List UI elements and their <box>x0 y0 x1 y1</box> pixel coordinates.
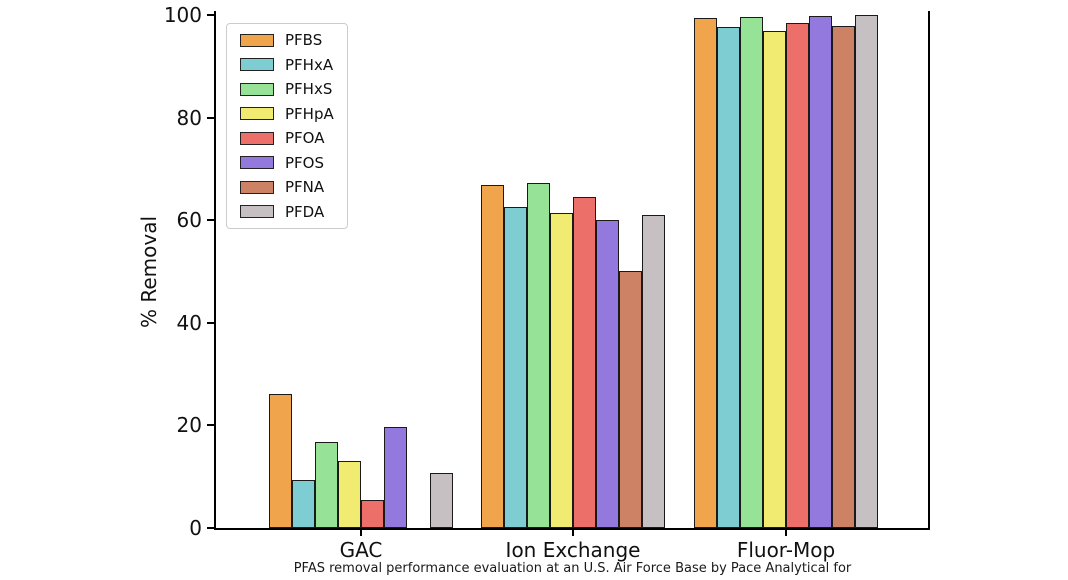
legend-swatch-PFHpA <box>240 107 274 121</box>
bar-PFDA-GAC <box>430 473 453 528</box>
bar-PFDA-Ion-Exchange <box>642 215 665 528</box>
legend-label-PFBS: PFBS <box>285 31 323 50</box>
bar-PFOA-GAC <box>361 500 384 528</box>
legend-label-PFHxS: PFHxS <box>285 80 333 99</box>
bar-PFHpA-Ion-Exchange <box>550 213 573 528</box>
legend-item-PFBS: PFBS <box>240 31 341 49</box>
x-tick-label-Ion-Exchange: Ion Exchange <box>505 538 641 562</box>
y-tick-label-0: 0 <box>189 516 202 540</box>
legend-swatch-PFNA <box>240 180 274 194</box>
legend-item-PFHxS: PFHxS <box>240 80 341 98</box>
y-tick-label-60: 60 <box>176 208 202 232</box>
legend-label-PFNA: PFNA <box>285 178 325 197</box>
legend-label-PFOA: PFOA <box>285 129 325 148</box>
x-tick-label-Fluor-Mop: Fluor-Mop <box>736 538 836 562</box>
legend-label-PFHpA: PFHpA <box>285 104 334 123</box>
legend-swatch-PFHxS <box>240 82 274 96</box>
legend-item-PFOS: PFOS <box>240 154 341 172</box>
bar-PFOA-Fluor-Mop <box>786 23 809 528</box>
bar-PFHpA-Fluor-Mop <box>763 31 786 528</box>
y-tick-0 <box>207 527 214 529</box>
bar-PFHxS-GAC <box>315 442 338 528</box>
y-tick-60 <box>207 219 214 221</box>
legend-item-PFDA: PFDA <box>240 203 341 221</box>
y-tick-label-20: 20 <box>176 413 202 437</box>
legend-item-PFOA: PFOA <box>240 129 341 147</box>
legend-swatch-PFDA <box>240 205 274 219</box>
legend-swatch-PFBS <box>240 33 274 47</box>
x-tick-Fluor-Mop <box>785 530 787 536</box>
legend: PFBS PFHxA PFHxS PFHpA PFOA PFOS PFNA PFDA <box>226 23 348 229</box>
bar-PFBS-Fluor-Mop <box>694 18 717 528</box>
bar-PFDA-Fluor-Mop <box>855 15 878 528</box>
legend-swatch-PFHxA <box>240 58 274 72</box>
y-tick-100 <box>207 14 214 16</box>
legend-label-PFHxA: PFHxA <box>285 55 334 74</box>
y-tick-40 <box>207 322 214 324</box>
bar-PFOA-Ion-Exchange <box>573 197 596 528</box>
legend-item-PFHpA: PFHpA <box>240 105 341 123</box>
legend-item-PFNA: PFNA <box>240 178 341 196</box>
bar-PFOS-Ion-Exchange <box>596 220 619 528</box>
y-axis-spine <box>214 11 216 530</box>
bar-PFHxA-GAC <box>292 480 315 528</box>
bar-PFNA-Fluor-Mop <box>832 26 855 528</box>
y-tick-80 <box>207 117 214 119</box>
bar-PFBS-Ion-Exchange <box>481 185 504 528</box>
bar-PFBS-GAC <box>269 394 292 528</box>
y-tick-20 <box>207 424 214 426</box>
x-tick-label-GAC: GAC <box>339 538 383 562</box>
legend-swatch-PFOS <box>240 156 274 170</box>
bar-PFHpA-GAC <box>338 461 361 528</box>
x-tick-Ion-Exchange <box>572 530 574 536</box>
bar-PFHxA-Ion-Exchange <box>504 207 527 528</box>
bar-PFOS-GAC <box>384 427 407 528</box>
legend-label-PFDA: PFDA <box>285 202 325 221</box>
bar-PFHxA-Fluor-Mop <box>717 27 740 528</box>
y-tick-label-100: 100 <box>163 3 202 27</box>
x-axis-spine <box>214 528 930 530</box>
bar-PFHxS-Fluor-Mop <box>740 17 763 528</box>
figure-caption: PFAS removal performance evaluation at a… <box>293 561 852 576</box>
right-axis-spine <box>928 11 930 530</box>
legend-item-PFHxA: PFHxA <box>240 56 341 74</box>
bar-PFHxS-Ion-Exchange <box>527 183 550 528</box>
y-tick-label-40: 40 <box>176 311 202 335</box>
legend-label-PFOS: PFOS <box>285 153 325 172</box>
y-tick-label-80: 80 <box>176 106 202 130</box>
bar-PFNA-Ion-Exchange <box>619 271 642 528</box>
bar-PFOS-Fluor-Mop <box>809 16 832 528</box>
x-tick-GAC <box>360 530 362 536</box>
legend-swatch-PFOA <box>240 131 274 145</box>
